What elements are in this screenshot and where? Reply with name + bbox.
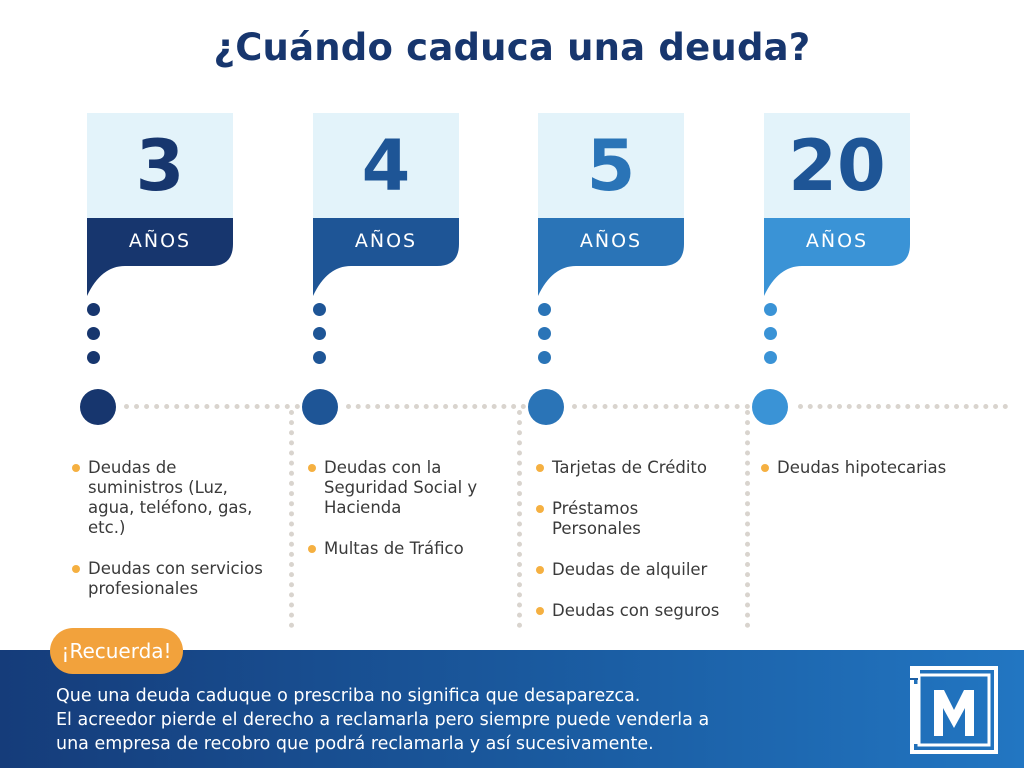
bullet-icon — [536, 464, 544, 472]
timeline-node — [80, 389, 116, 425]
column-divider — [289, 410, 294, 628]
column-divider — [745, 410, 750, 628]
years-banner: AÑOS — [538, 218, 684, 298]
connector-dot — [313, 327, 326, 340]
term-column-4: 4 AÑOS — [313, 113, 459, 298]
company-logo-icon — [910, 666, 998, 758]
reminder-text-line: El acreedor pierde el derecho a reclamar… — [56, 710, 710, 730]
list-item: Tarjetas de Crédito — [536, 458, 736, 478]
term-column-5: 5 AÑOS — [538, 113, 684, 298]
years-label: AÑOS — [805, 230, 869, 252]
years-label: AÑOS — [354, 230, 418, 252]
connector-dot — [764, 351, 777, 364]
years-label: AÑOS — [128, 230, 192, 252]
years-banner: AÑOS — [764, 218, 910, 298]
bullet-icon — [536, 505, 544, 513]
list-item: Deudas de suministros (Luz, agua, teléfo… — [72, 458, 272, 538]
list-item: Deudas con la Seguridad Social y Haciend… — [308, 458, 504, 518]
connector-dot — [538, 327, 551, 340]
connector-dot — [764, 327, 777, 340]
bullet-icon — [536, 566, 544, 574]
connector-dot — [87, 327, 100, 340]
list-item: Deudas con seguros — [536, 601, 736, 621]
list-item: Deudas con servicios profesionales — [72, 559, 272, 599]
timeline-node — [752, 389, 788, 425]
debt-list-3: Deudas de suministros (Luz, agua, teléfo… — [72, 458, 272, 620]
years-number: 5 — [538, 113, 684, 218]
connector-dot — [538, 303, 551, 316]
years-number: 3 — [87, 113, 233, 218]
connector-dot — [87, 351, 100, 364]
term-column-20: 20 AÑOS — [764, 113, 910, 298]
timeline-node — [528, 389, 564, 425]
timeline-segment — [572, 404, 750, 409]
debt-list-4: Deudas con la Seguridad Social y Haciend… — [308, 458, 504, 580]
bullet-icon — [761, 464, 769, 472]
timeline-segment — [346, 404, 526, 409]
reminder-text-line: Que una deuda caduque o prescriba no sig… — [56, 686, 641, 706]
years-number: 4 — [313, 113, 459, 218]
years-number: 20 — [764, 113, 910, 218]
bullet-icon — [536, 607, 544, 615]
page-title: ¿Cuándo caduca una deuda? — [213, 26, 811, 69]
list-item: Deudas hipotecarias — [761, 458, 981, 478]
list-item: Multas de Tráfico — [308, 539, 504, 559]
connector-dot — [538, 351, 551, 364]
list-item: Préstamos Personales — [536, 499, 736, 539]
reminder-badge: ¡Recuerda! — [50, 628, 183, 674]
timeline-segment — [798, 404, 1008, 409]
timeline-segment — [124, 404, 300, 409]
bullet-icon — [308, 545, 316, 553]
debt-list-20: Deudas hipotecarias — [761, 458, 981, 499]
connector-dot — [764, 303, 777, 316]
years-label: AÑOS — [579, 230, 643, 252]
debt-list-5: Tarjetas de Crédito Préstamos Personales… — [536, 458, 736, 642]
term-column-3: 3 AÑOS — [87, 113, 233, 298]
column-divider — [517, 410, 522, 628]
list-item: Deudas de alquiler — [536, 560, 736, 580]
years-banner: AÑOS — [87, 218, 233, 298]
bullet-icon — [72, 464, 80, 472]
bullet-icon — [308, 464, 316, 472]
connector-dot — [87, 303, 100, 316]
bullet-icon — [72, 565, 80, 573]
connector-dot — [313, 303, 326, 316]
years-banner: AÑOS — [313, 218, 459, 298]
connector-dot — [313, 351, 326, 364]
timeline-node — [302, 389, 338, 425]
reminder-text-line: una empresa de recobro que podrá reclama… — [56, 734, 654, 754]
